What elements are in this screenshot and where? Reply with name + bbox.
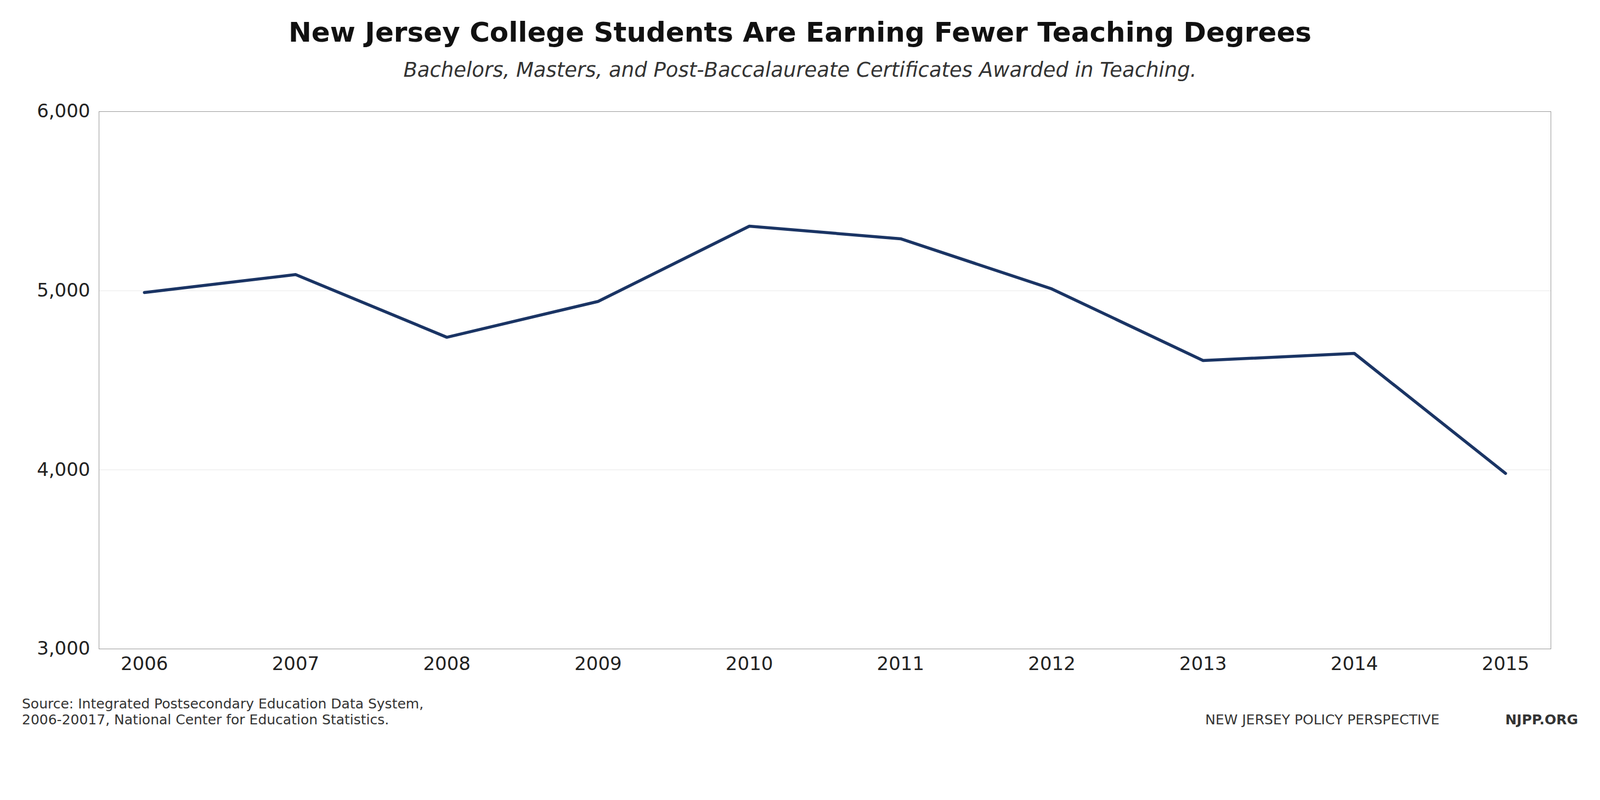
svg-text:5,000: 5,000 — [36, 279, 90, 302]
svg-text:2014: 2014 — [1330, 652, 1379, 675]
html-text:NJPP.ORG: NJPP.ORG — [1505, 711, 1579, 728]
svg-text:2010: 2010 — [725, 652, 774, 675]
svg-text:2007: 2007 — [272, 652, 320, 675]
svg-text:2011: 2011 — [877, 652, 925, 675]
svg-text:2009: 2009 — [574, 652, 623, 675]
svg-text:2008: 2008 — [422, 652, 471, 675]
svg-text:3,000: 3,000 — [36, 637, 90, 660]
html-text:Bachelors, Masters, and Post-B: Bachelors, Masters, and Post-Baccalaurea… — [403, 58, 1197, 82]
html-text:NEW JERSEY POLICY PERSPECTIVE: NEW JERSEY POLICY PERSPECTIVE — [1205, 711, 1440, 728]
html-text:New Jersey College Students Ar: New Jersey College Students Are Earning … — [288, 16, 1312, 49]
svg-text:2015: 2015 — [1482, 652, 1530, 675]
svg-text:2012: 2012 — [1027, 652, 1076, 675]
svg-text:2013: 2013 — [1179, 652, 1228, 675]
svg-text:4,000: 4,000 — [36, 458, 90, 481]
svg-text:2006: 2006 — [120, 652, 169, 675]
html-text:Source: Integrated Postseconda: Source: Integrated Postsecondary Educati… — [21, 696, 424, 728]
svg-text:6,000: 6,000 — [36, 99, 90, 122]
